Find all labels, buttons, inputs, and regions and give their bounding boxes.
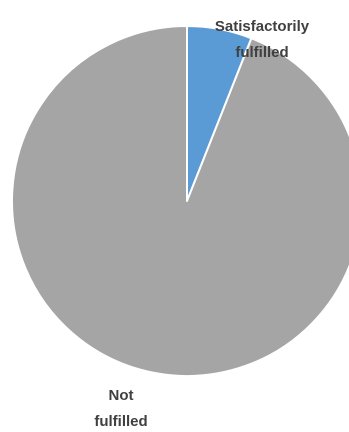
slice-label-satisfactorily-line1: Satisfactorily xyxy=(215,18,310,35)
slice-label-not-fulfilled-line1: Not xyxy=(109,387,134,404)
slice-label-satisfactorily-line2: fulfilled xyxy=(235,44,288,61)
slice-label-not-fulfilled-line2: fulfilled xyxy=(94,413,147,430)
pie-slice-not-fulfilled xyxy=(10,25,349,377)
pie-slices xyxy=(10,25,349,377)
